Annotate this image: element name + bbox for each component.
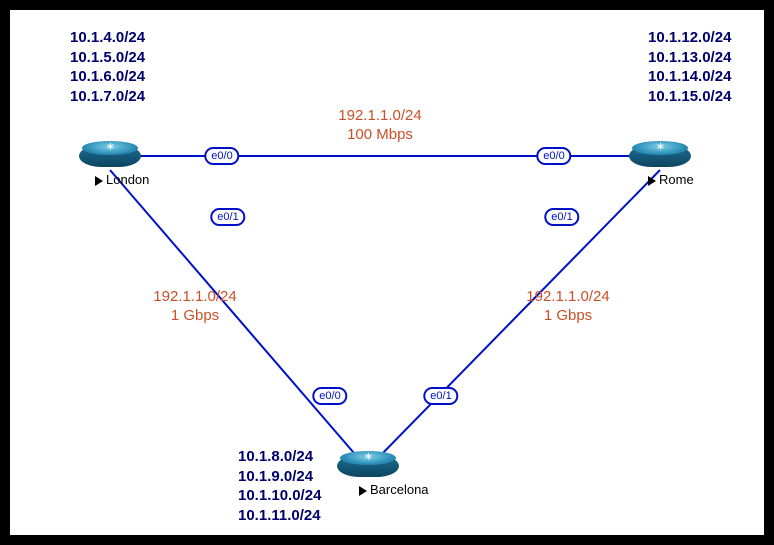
router-barcelona[interactable]: ✶ [337,451,399,481]
triangle-icon [359,486,367,496]
triangle-icon [95,176,103,186]
link-label-rome-barcelona: 192.1.1.0/24 1 Gbps [508,288,628,326]
triangle-icon [648,176,656,186]
router-label-barcelona: Barcelona [359,482,429,497]
link-label-london-rome: 192.1.1.0/24 100 Mbps [310,107,450,145]
router-london[interactable]: ✶ [79,141,141,171]
iface-barcelona-e01: e0/1 [423,387,458,405]
iface-rome-e00: e0/0 [536,147,571,165]
iface-barcelona-e00: e0/0 [312,387,347,405]
router-label-london: London [95,172,149,187]
link-label-london-barcelona: 192.1.1.0/24 1 Gbps [135,288,255,326]
router-rome[interactable]: ✶ [629,141,691,171]
subnets-london: 10.1.4.0/24 10.1.5.0/24 10.1.6.0/24 10.1… [70,28,145,106]
iface-london-e00: e0/0 [204,147,239,165]
subnets-barcelona: 10.1.8.0/24 10.1.9.0/24 10.1.10.0/24 10.… [238,447,321,525]
subnets-rome: 10.1.12.0/24 10.1.13.0/24 10.1.14.0/24 1… [648,28,731,106]
iface-rome-e01: e0/1 [544,208,579,226]
router-label-rome: Rome [648,172,694,187]
iface-london-e01: e0/1 [210,208,245,226]
